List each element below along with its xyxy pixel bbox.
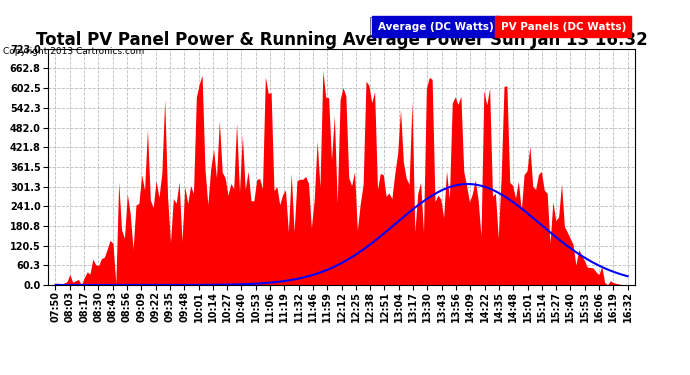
Legend: Average (DC Watts), PV Panels (DC Watts): Average (DC Watts), PV Panels (DC Watts) xyxy=(370,17,629,36)
Text: Copyright 2013 Cartronics.com: Copyright 2013 Cartronics.com xyxy=(3,47,145,56)
Title: Total PV Panel Power & Running Average Power Sun Jan 13 16:32: Total PV Panel Power & Running Average P… xyxy=(36,31,647,49)
